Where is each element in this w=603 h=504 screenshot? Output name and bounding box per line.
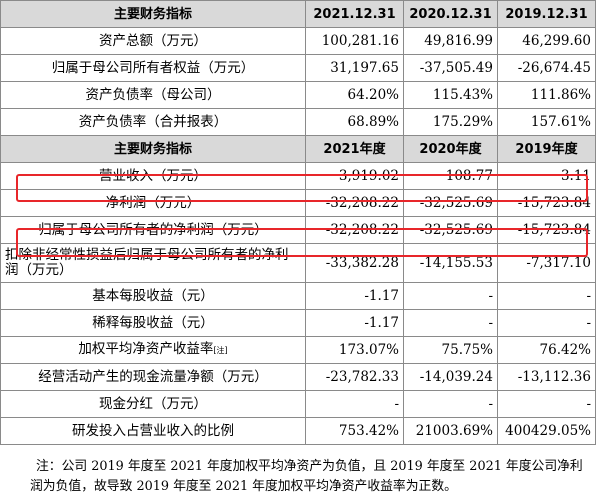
row-label: 基本每股收益（元） — [0, 282, 306, 310]
footnote: 注：公司 2019 年度至 2021 年度加权平均净资产为负值，且 2019 年… — [30, 459, 583, 494]
value-cell: 21003.69% — [403, 417, 498, 445]
value-cell: - — [305, 390, 404, 418]
table-row: 营业收入（万元） 3,919.02 108.77 3.11 — [0, 162, 596, 190]
row-label: 现金分红（万元） — [0, 390, 306, 418]
value-cell: -1.17 — [305, 282, 404, 310]
value-cell: -33,382.28 — [305, 243, 404, 283]
value-cell: - — [403, 282, 498, 310]
value-cell: -32,525.69 — [403, 189, 498, 217]
value-cell: - — [497, 282, 596, 310]
value-cell: -1.17 — [305, 309, 404, 337]
value-cell: 75.75% — [403, 336, 498, 364]
value-cell: 173.07% — [305, 336, 404, 364]
table-row: 净利润（万元） -32,208.22 -32,525.69 -15,723.84 — [0, 189, 596, 217]
value-cell: -26,674.45 — [497, 54, 596, 82]
table-row: 现金分红（万元） - - - — [0, 390, 596, 418]
table-header-row: 主要财务指标 2021.12.31 2020.12.31 2019.12.31 — [0, 0, 596, 28]
table-row: 加权平均净资产收益率[注] 173.07% 75.75% 76.42% — [0, 336, 596, 364]
row-label: 经营活动产生的现金流量净额（万元） — [0, 363, 306, 391]
row-label: 资产负债率（母公司） — [0, 81, 306, 109]
row-label: 归属于母公司所有者的净利润（万元） — [0, 216, 306, 244]
value-cell: 175.29% — [403, 108, 498, 136]
value-cell: -32,208.22 — [305, 216, 404, 244]
header-cell: 2020年度 — [403, 135, 498, 163]
table-row: 归属于母公司所有者的净利润（万元） -32,208.22 -32,525.69 … — [0, 216, 596, 244]
value-cell: 64.20% — [305, 81, 404, 109]
value-cell: -32,525.69 — [403, 216, 498, 244]
row-label: 营业收入（万元） — [0, 162, 306, 190]
table-row: 稀释每股收益（元） -1.17 - - — [0, 309, 596, 337]
value-cell: -15,723.84 — [497, 216, 596, 244]
row-label: 稀释每股收益（元） — [0, 309, 306, 337]
value-cell: 3.11 — [497, 162, 596, 190]
financial-indicators-table: 主要财务指标 2021.12.31 2020.12.31 2019.12.31 … — [0, 0, 596, 445]
value-cell: 111.86% — [497, 81, 596, 109]
value-cell: -23,782.33 — [305, 363, 404, 391]
value-cell: - — [497, 309, 596, 337]
table-row: 资产总额（万元） 100,281.16 49,816.99 46,299.60 — [0, 27, 596, 55]
table-row: 基本每股收益（元） -1.17 - - — [0, 282, 596, 310]
header-cell: 2019年度 — [497, 135, 596, 163]
value-cell: - — [403, 309, 498, 337]
table-row: 扣除非经常性损益后归属于母公司所有者的净利润（万元） -33,382.28 -1… — [0, 243, 596, 283]
value-cell: - — [403, 390, 498, 418]
row-label: 加权平均净资产收益率[注] — [0, 336, 306, 364]
table-row: 资产负债率（母公司） 64.20% 115.43% 111.86% — [0, 81, 596, 109]
value-cell: - — [497, 390, 596, 418]
table-row: 研发投入占营业收入的比例 753.42% 21003.69% 400429.05… — [0, 417, 596, 445]
value-cell: 157.61% — [497, 108, 596, 136]
table-header-row: 主要财务指标 2021年度 2020年度 2019年度 — [0, 135, 596, 163]
value-cell: 3,919.02 — [305, 162, 404, 190]
value-cell: 49,816.99 — [403, 27, 498, 55]
row-label: 扣除非经常性损益后归属于母公司所有者的净利润（万元） — [0, 243, 306, 283]
value-cell: 68.89% — [305, 108, 404, 136]
value-cell: 76.42% — [497, 336, 596, 364]
value-cell: 753.42% — [305, 417, 404, 445]
table-row: 资产负债率（合并报表） 68.89% 175.29% 157.61% — [0, 108, 596, 136]
value-cell: 108.77 — [403, 162, 498, 190]
value-cell: 31,197.65 — [305, 54, 404, 82]
header-cell: 主要财务指标 — [0, 135, 306, 163]
table-row: 归属于母公司所有者权益（万元） 31,197.65 -37,505.49 -26… — [0, 54, 596, 82]
header-cell: 主要财务指标 — [0, 0, 306, 28]
value-cell: 115.43% — [403, 81, 498, 109]
header-cell: 2021.12.31 — [305, 0, 404, 28]
value-cell: -7,317.10 — [497, 243, 596, 283]
value-cell: -37,505.49 — [403, 54, 498, 82]
table-row: 经营活动产生的现金流量净额（万元） -23,782.33 -14,039.24 … — [0, 363, 596, 391]
value-cell: -14,039.24 — [403, 363, 498, 391]
value-cell: -14,155.53 — [403, 243, 498, 283]
row-label: 归属于母公司所有者权益（万元） — [0, 54, 306, 82]
value-cell: -32,208.22 — [305, 189, 404, 217]
value-cell: -15,723.84 — [497, 189, 596, 217]
footnote-marker: [注] — [213, 346, 228, 355]
header-cell: 2021年度 — [305, 135, 404, 163]
value-cell: 400429.05% — [497, 417, 596, 445]
row-label: 资产总额（万元） — [0, 27, 306, 55]
header-cell: 2020.12.31 — [403, 0, 498, 28]
row-label: 研发投入占营业收入的比例 — [0, 417, 306, 445]
header-cell: 2019.12.31 — [497, 0, 596, 28]
value-cell: 100,281.16 — [305, 27, 404, 55]
value-cell: 46,299.60 — [497, 27, 596, 55]
row-label: 净利润（万元） — [0, 189, 306, 217]
row-label: 资产负债率（合并报表） — [0, 108, 306, 136]
value-cell: -13,112.36 — [497, 363, 596, 391]
row-label-text: 加权平均净资产收益率 — [78, 341, 214, 357]
